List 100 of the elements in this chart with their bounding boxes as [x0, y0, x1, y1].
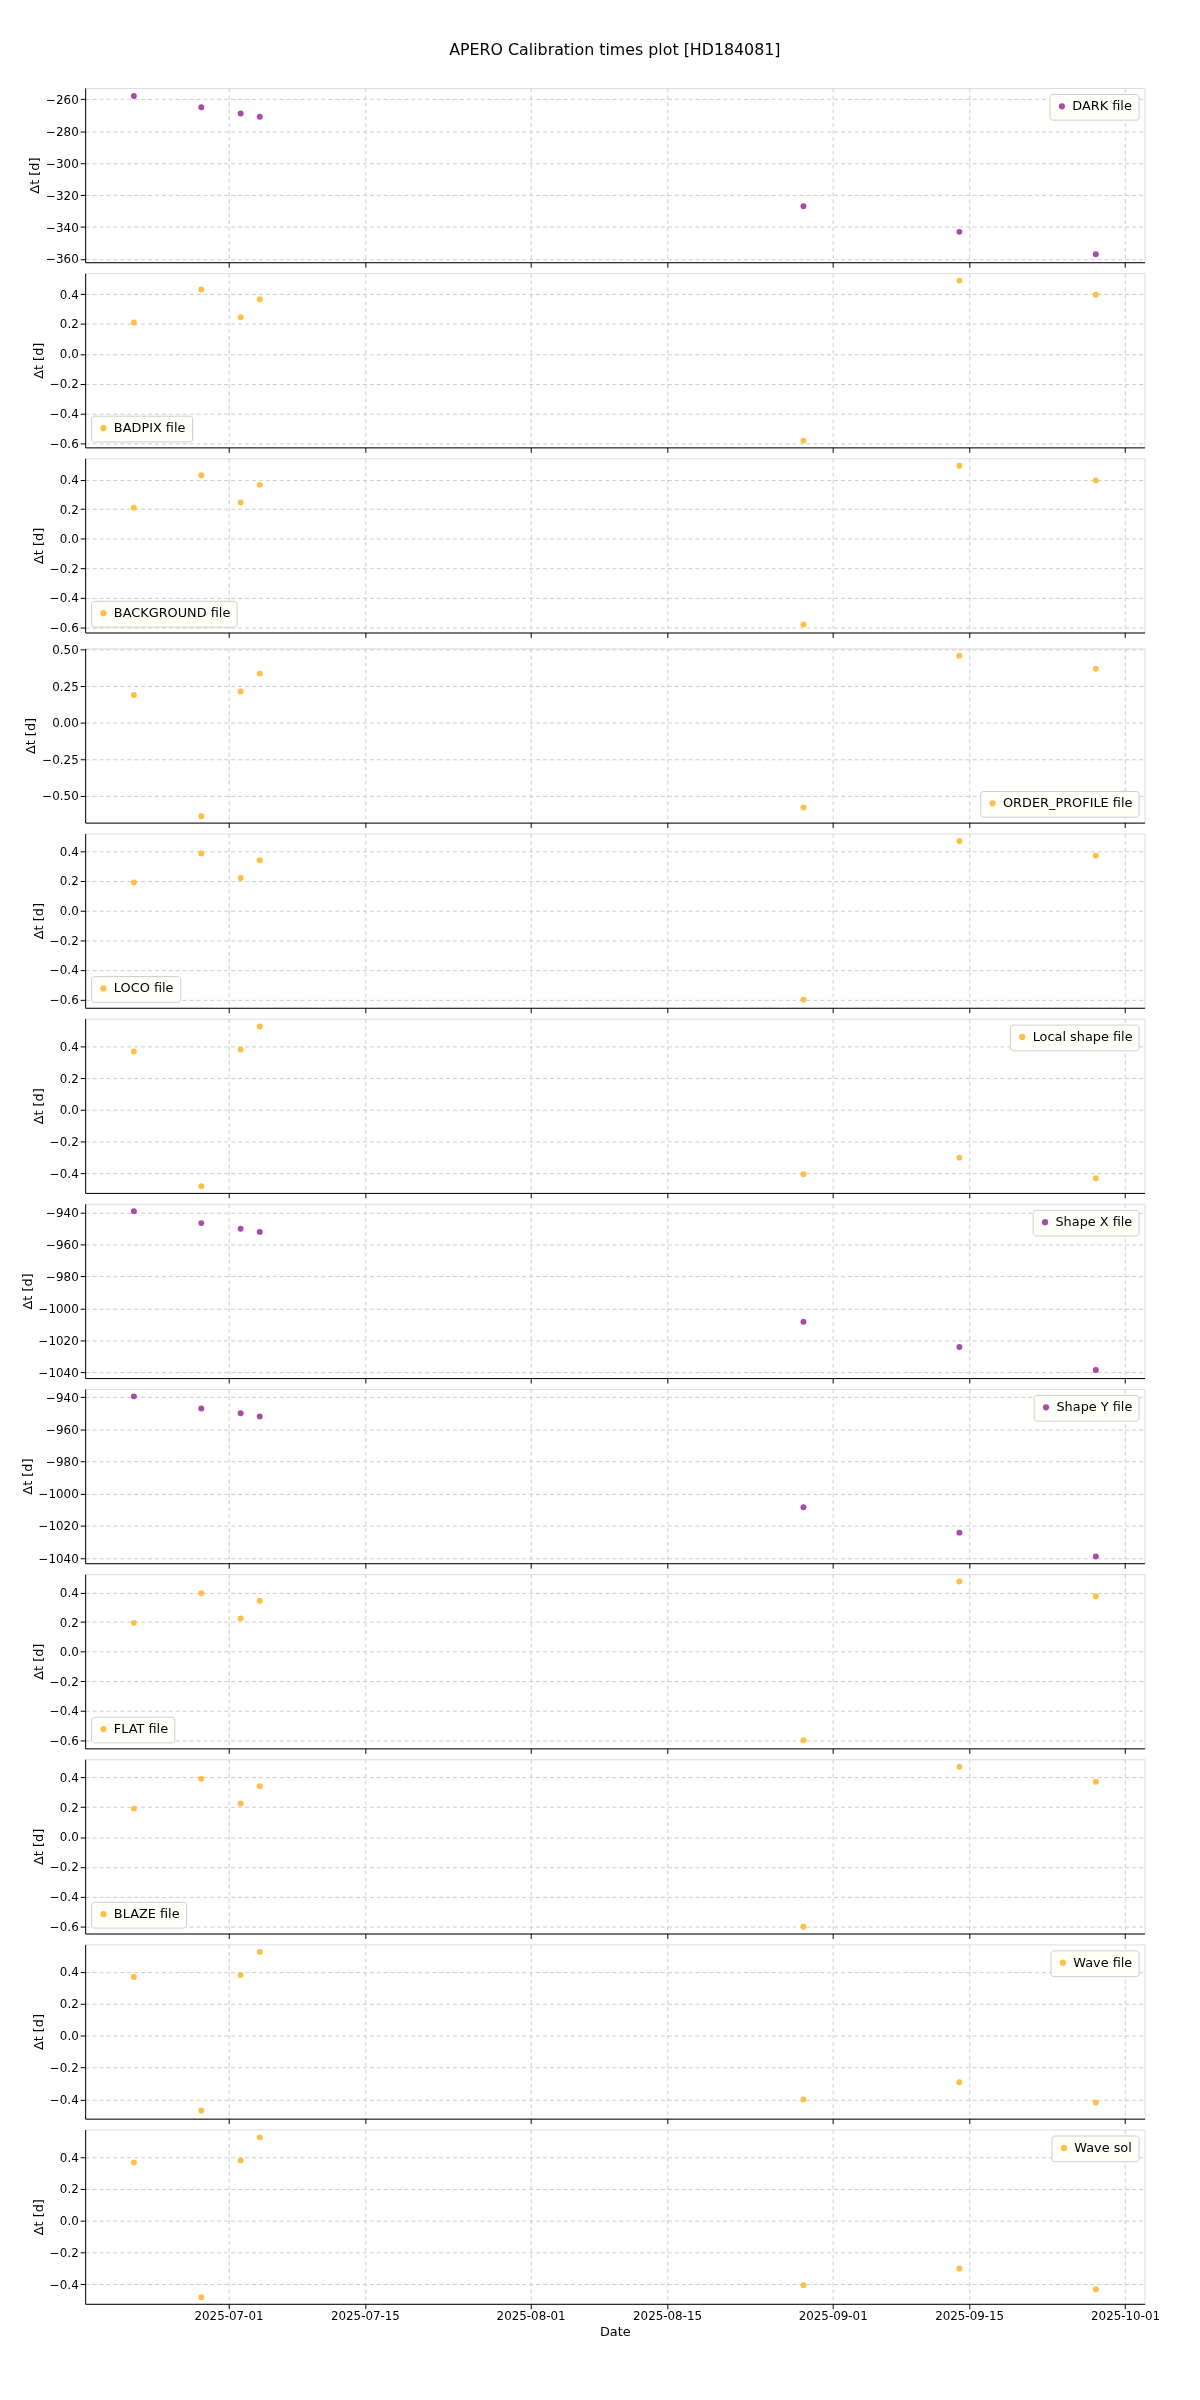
x-tick-label: 2025-09-15 [935, 2309, 1005, 2324]
y-tick-label: −960 [46, 1422, 79, 1437]
y-tick-label: −0.2 [49, 1674, 79, 1689]
point [956, 2265, 963, 2272]
legend-label: Wave sol [1074, 2139, 1132, 2155]
y-axis-title: Δt [d] [30, 342, 46, 379]
y-tick-label: 0.4 [59, 1965, 79, 1980]
y-tick-label: 0.2 [59, 874, 79, 889]
point [800, 1923, 807, 1930]
y-tick-label: −980 [46, 1454, 79, 1469]
y-tick-label: −940 [46, 1390, 79, 1405]
y-tick-label: −1000 [38, 1487, 79, 1502]
point [1092, 665, 1099, 672]
point [956, 1578, 963, 1585]
y-axis-title: Δt [d] [27, 157, 43, 194]
point [130, 1393, 137, 1400]
point [256, 296, 263, 303]
legend-label: BLAZE file [113, 1906, 180, 1922]
y-tick-label: −280 [46, 124, 79, 139]
point [237, 1046, 244, 1053]
point [256, 1597, 263, 1604]
x-tick-label: 2025-07-01 [194, 2309, 264, 2324]
y-tick-label: −0.4 [49, 2092, 79, 2107]
y-tick-label: −0.4 [49, 2277, 79, 2292]
point [1092, 291, 1099, 298]
point [130, 1619, 137, 1626]
y-tick-label: −1040 [38, 1551, 79, 1566]
point [800, 203, 807, 210]
point [256, 670, 263, 677]
point [237, 688, 244, 695]
point [130, 692, 137, 699]
point [237, 110, 244, 117]
point [800, 621, 807, 628]
point [237, 499, 244, 506]
y-tick-label: 0.4 [59, 1770, 79, 1785]
point [956, 652, 963, 659]
point [198, 2107, 205, 2114]
point [198, 813, 205, 820]
point [237, 1972, 244, 1978]
y-tick-label: 0.0 [59, 1103, 79, 1118]
y-tick-label: 0.4 [59, 473, 79, 488]
point [237, 875, 244, 881]
point [256, 1948, 263, 1955]
y-axis-title: Δt [d] [30, 1088, 46, 1125]
y-axis-title: Δt [d] [30, 2013, 46, 2051]
y-tick-label: 0.0 [59, 532, 79, 547]
legend-label: Shape X file [1055, 1214, 1133, 1230]
point [198, 1590, 205, 1597]
point [1092, 1593, 1099, 1600]
y-tick-label: 0.4 [59, 287, 79, 302]
point [800, 1318, 807, 1325]
point [800, 1171, 807, 1178]
point [800, 1737, 807, 1744]
point [198, 286, 205, 293]
y-tick-label: 0.2 [59, 317, 79, 332]
point [800, 2282, 807, 2289]
y-axis-title: Δt [d] [30, 1643, 46, 1680]
y-axis-title: Δt [d] [30, 527, 46, 564]
point [256, 481, 263, 488]
point [1092, 1366, 1099, 1373]
legend-label: BACKGROUND file [113, 605, 231, 621]
y-tick-label: −980 [46, 1269, 79, 1284]
y-tick-label: −960 [46, 1238, 79, 1253]
point [1092, 477, 1099, 484]
point [237, 1225, 244, 1232]
y-tick-label: −1040 [38, 1365, 79, 1380]
point [956, 1529, 963, 1536]
y-tick-label: −0.25 [42, 752, 79, 767]
point [1092, 2286, 1099, 2293]
y-tick-label: 0.4 [59, 1039, 79, 1054]
y-axis-title: Δt [d] [19, 1458, 35, 1495]
y-tick-label: −0.2 [49, 2246, 79, 2261]
y-tick-label: −300 [46, 156, 79, 171]
y-tick-label: 0.0 [59, 1830, 79, 1845]
y-tick-label: 0.2 [59, 502, 79, 517]
y-tick-label: −0.4 [49, 591, 79, 606]
y-tick-label: −260 [46, 92, 79, 107]
y-tick-label: −0.4 [49, 407, 79, 422]
point [130, 1805, 137, 1812]
point [256, 1413, 263, 1420]
y-tick-label: −0.6 [49, 1920, 79, 1935]
y-tick-label: −940 [46, 1206, 79, 1221]
point [198, 1183, 205, 1190]
y-tick-label: −0.6 [49, 437, 79, 452]
legend-label: BADPIX file [113, 420, 186, 436]
point [956, 228, 963, 235]
legend-label: DARK file [1072, 98, 1132, 114]
point [1092, 1553, 1099, 1560]
point [237, 2157, 244, 2164]
point [130, 504, 137, 511]
y-tick-label: 0.4 [59, 2150, 79, 2165]
point [237, 314, 244, 321]
point [800, 1504, 807, 1511]
y-axis-title: Δt [d] [30, 1828, 46, 1865]
y-tick-label: 0.0 [59, 2214, 79, 2229]
y-tick-label: −0.4 [49, 1890, 79, 1905]
x-tick-label: 2025-08-01 [496, 2309, 566, 2324]
y-tick-label: 0.2 [59, 1997, 79, 2012]
point [198, 472, 205, 479]
x-tick-label: 2025-09-01 [798, 2309, 868, 2324]
